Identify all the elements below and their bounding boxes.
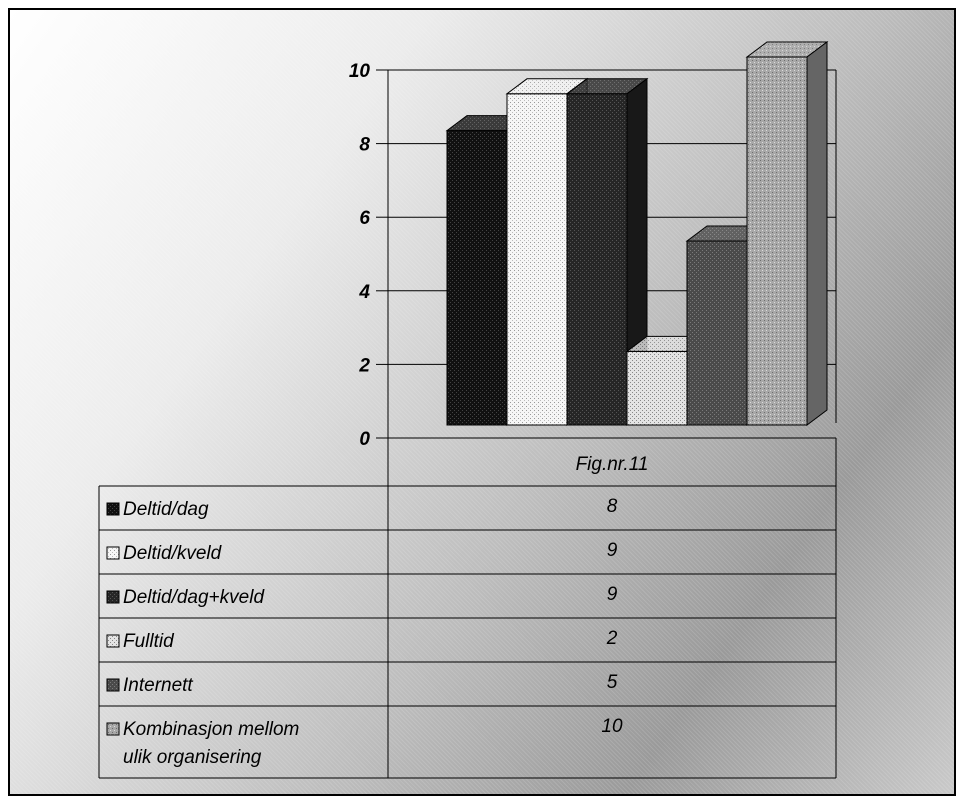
bar-3 [565, 77, 649, 426]
legend-swatch [106, 678, 120, 692]
y-tick-label: 10 [349, 61, 371, 82]
bar-front [506, 93, 568, 426]
legend-label: Deltid/dag+kveld [123, 587, 265, 608]
data-value: 2 [606, 628, 618, 649]
legend-label: Deltid/dag [123, 499, 209, 520]
bar-front [446, 130, 508, 426]
y-tick-label: 2 [358, 355, 370, 376]
y-tick-label: 0 [359, 429, 370, 450]
legend-label: Internett [123, 675, 193, 696]
bar-side-shade [807, 42, 827, 425]
bars-layer [445, 41, 829, 426]
bar-front [626, 350, 688, 426]
bar-side [806, 41, 828, 426]
bar-front [686, 240, 748, 426]
bar-front [746, 56, 808, 426]
y-tick-label: 4 [358, 282, 370, 303]
bar-front [566, 93, 628, 426]
legend-label: Fulltid [123, 631, 175, 652]
legend-swatch [106, 546, 120, 560]
y-tick-label: 6 [359, 208, 370, 229]
chart-frame: 0 2 4 6 8 10 Fig.nr.11 Deltid/dag 8 Deltid/kveld 9… [8, 8, 956, 796]
legend-swatch [106, 722, 120, 736]
legend-label: ulik organisering [123, 747, 262, 768]
chart-text-layer: 0 2 4 6 8 10 Fig.nr.11 Deltid/dag 8 Deltid/kveld 9… [123, 61, 648, 768]
category-label: Fig.nr.11 [576, 454, 649, 475]
data-value: 5 [607, 672, 618, 693]
y-tick-label: 8 [359, 135, 370, 156]
data-value: 9 [607, 540, 618, 561]
data-table [98, 438, 837, 779]
legend-swatch [106, 590, 120, 604]
legend-label: Deltid/kveld [123, 543, 223, 564]
data-value: 8 [607, 496, 618, 517]
chart-svg: 0 2 4 6 8 10 Fig.nr.11 Deltid/dag 8 Deltid/kveld 9… [98, 41, 837, 779]
legend-swatch [106, 634, 120, 648]
legend-label: Kombinasjon mellom [123, 719, 299, 740]
bar-side-shade [627, 78, 647, 426]
legend-swatch [106, 502, 120, 516]
data-value: 10 [601, 716, 623, 737]
data-value: 9 [607, 584, 618, 605]
bar-6 [745, 41, 829, 426]
